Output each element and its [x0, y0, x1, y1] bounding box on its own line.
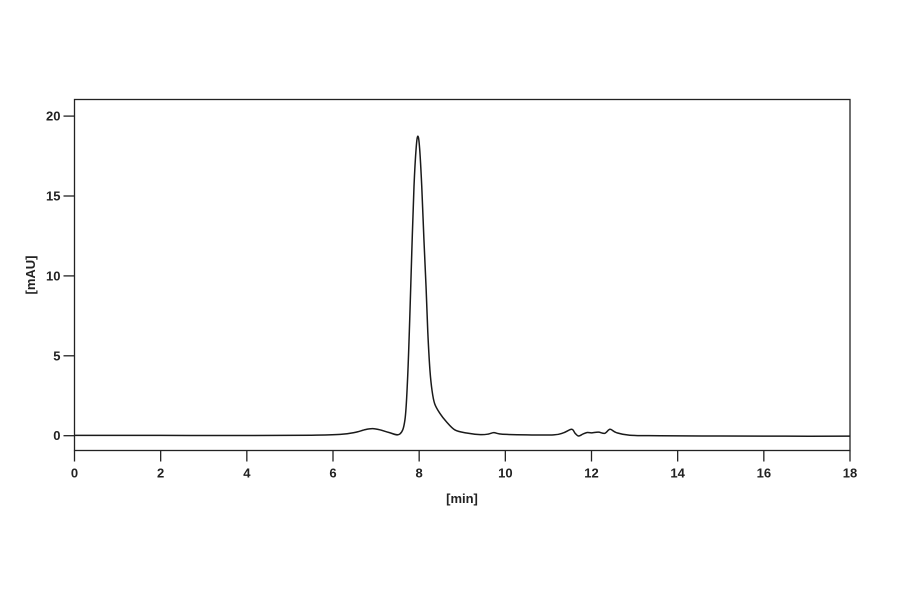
y-tick-label: 0 — [53, 428, 60, 443]
y-tick-label: 20 — [46, 109, 60, 124]
x-tick-label: 4 — [243, 466, 251, 481]
x-tick-label: 16 — [757, 466, 771, 481]
chromatogram-trace — [74, 135, 851, 437]
x-tick-label: 8 — [416, 466, 423, 481]
x-tick-label: 0 — [71, 466, 78, 481]
x-tick-label: 12 — [584, 466, 598, 481]
x-tick-label: 14 — [670, 466, 685, 481]
x-axis-ticks: 0 2 4 6 8 10 12 14 16 18 — [71, 450, 857, 481]
y-axis-label: [mAU] — [23, 256, 38, 295]
x-axis-label: [min] — [446, 491, 478, 506]
plot-frame — [73, 98, 851, 452]
x-tick-label: 10 — [498, 466, 512, 481]
y-tick-label: 5 — [53, 348, 60, 363]
y-axis-ticks: 0 5 10 15 20 — [46, 109, 75, 443]
x-tick-label: 2 — [157, 466, 164, 481]
y-tick-label: 15 — [46, 189, 60, 204]
y-tick-label: 10 — [46, 268, 60, 283]
x-tick-label: 6 — [329, 466, 336, 481]
x-tick-label: 18 — [843, 466, 857, 481]
